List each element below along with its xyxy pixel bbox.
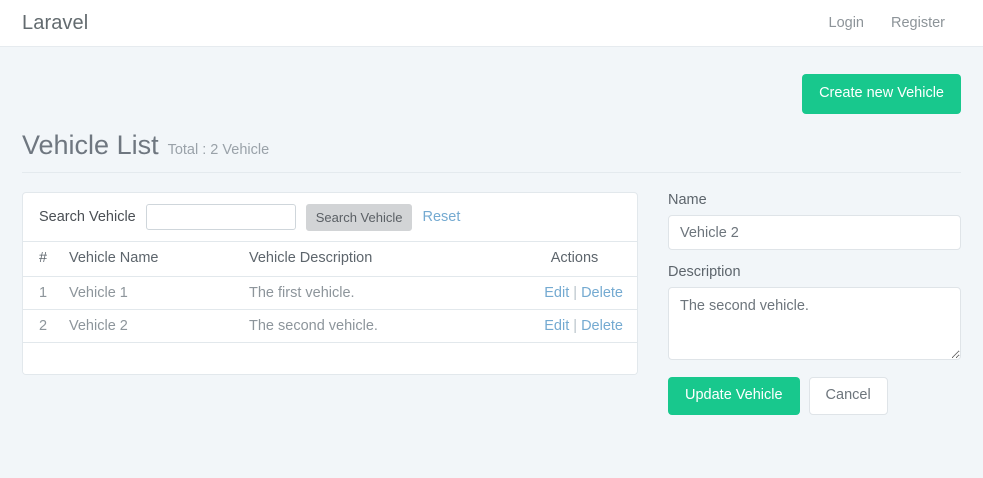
panel-footer [23, 342, 637, 374]
page-title: Vehicle List [22, 129, 159, 160]
vehicle-edit-form: Name Description Update Vehicle Cancel [668, 192, 961, 415]
search-reset-link[interactable]: Reset [422, 209, 461, 226]
description-label: Description [668, 264, 741, 281]
header-vehicle-description: Vehicle Description [241, 242, 526, 277]
header-divider [22, 172, 961, 174]
cell-vehicle-name: Vehicle 2 [61, 309, 241, 343]
nav-link-register[interactable]: Register [891, 15, 945, 31]
nav-link-login[interactable]: Login [828, 15, 864, 31]
search-submit-button[interactable]: Search Vehicle [305, 203, 413, 231]
update-vehicle-button[interactable]: Update Vehicle [668, 377, 800, 415]
navbar-links: Login Register [829, 15, 961, 31]
table-row: 1 Vehicle 1 The first vehicle. Edit | De… [23, 276, 637, 310]
cancel-button[interactable]: Cancel [808, 377, 888, 415]
edit-link[interactable]: Edit [544, 284, 570, 301]
action-separator: | [573, 317, 578, 334]
cell-actions: Edit | Delete [526, 276, 637, 310]
header-vehicle-name: Vehicle Name [61, 242, 241, 277]
content-columns: Search Vehicle Search Vehicle Reset # Ve… [22, 192, 961, 415]
cell-vehicle-description: The second vehicle. [241, 309, 526, 343]
page-container: Create new Vehicle Vehicle List Total : … [0, 47, 983, 415]
cell-vehicle-description: The first vehicle. [241, 276, 526, 310]
table-header-row: # Vehicle Name Vehicle Description Actio… [23, 242, 637, 277]
vehicle-table: # Vehicle Name Vehicle Description Actio… [23, 242, 637, 343]
header-number: # [23, 242, 61, 277]
vehicle-table-body: 1 Vehicle 1 The first vehicle. Edit | De… [23, 276, 637, 343]
cell-vehicle-name: Vehicle 1 [61, 276, 241, 310]
search-label: Search Vehicle [39, 209, 136, 226]
create-button-row: Create new Vehicle [22, 47, 961, 114]
name-input[interactable] [668, 215, 961, 251]
create-new-vehicle-button[interactable]: Create new Vehicle [802, 74, 961, 114]
description-textarea[interactable] [668, 287, 961, 361]
page-header: Vehicle List Total : 2 Vehicle [22, 129, 961, 161]
navbar-brand[interactable]: Laravel [22, 11, 89, 34]
name-field-group: Name [668, 192, 961, 251]
navbar: Laravel Login Register [0, 0, 983, 47]
vehicle-table-head: # Vehicle Name Vehicle Description Actio… [23, 242, 637, 277]
edit-link[interactable]: Edit [544, 317, 570, 334]
cell-number: 2 [23, 309, 61, 343]
cell-number: 1 [23, 276, 61, 310]
search-input[interactable] [145, 204, 296, 231]
name-label: Name [668, 192, 707, 209]
header-actions: Actions [526, 242, 637, 277]
page-subtitle-total: Total : 2 Vehicle [167, 141, 270, 158]
delete-link[interactable]: Delete [581, 284, 623, 301]
vehicle-list-column: Search Vehicle Search Vehicle Reset # Ve… [22, 192, 638, 375]
form-actions: Update Vehicle Cancel [668, 377, 961, 415]
search-bar: Search Vehicle Search Vehicle Reset [23, 193, 637, 243]
action-separator: | [573, 284, 578, 301]
cell-actions: Edit | Delete [526, 309, 637, 343]
table-row: 2 Vehicle 2 The second vehicle. Edit | D… [23, 309, 637, 343]
vehicle-list-panel: Search Vehicle Search Vehicle Reset # Ve… [22, 192, 638, 375]
description-field-group: Description [668, 264, 961, 363]
delete-link[interactable]: Delete [581, 317, 623, 334]
